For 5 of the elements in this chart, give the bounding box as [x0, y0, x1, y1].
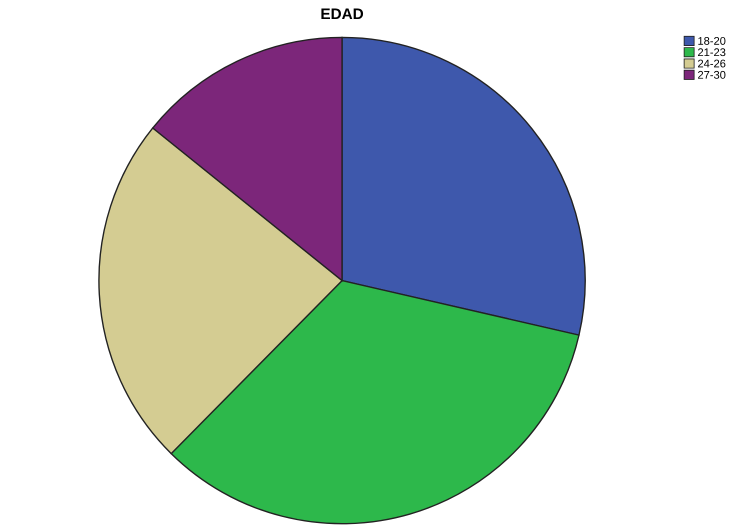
legend-label: 24-26: [698, 60, 726, 68]
legend-label: 21-23: [698, 48, 726, 56]
legend-label: 18-20: [698, 36, 726, 45]
legend-label: 27-30: [698, 70, 726, 79]
chart-title: EDAD: [321, 8, 364, 20]
